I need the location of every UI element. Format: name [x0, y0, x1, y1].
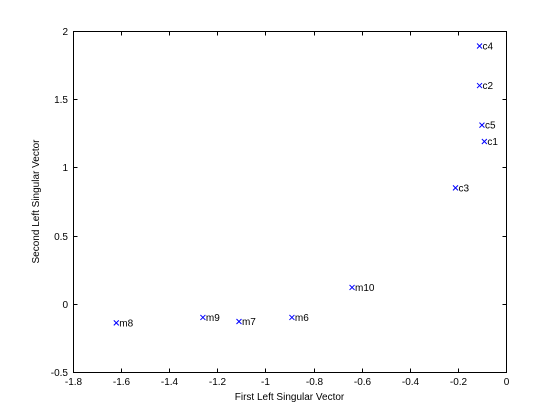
point-label: c4	[483, 42, 494, 53]
x-tick-label: -1.2	[209, 377, 227, 388]
x-tick-label: -1.4	[161, 377, 179, 388]
x-axis: -1.8 -1.6 -1.4 -1.2 -1 -0.8 -0.6 -0.4 -0.2 0	[65, 31, 510, 388]
data-series: c4 c2 c5 c1 c3 m10 m6 m7 m9 m8	[113, 42, 498, 329]
marker-stroke	[476, 43, 483, 49]
point-label: m10	[355, 283, 375, 294]
x-tick-label: -1.8	[65, 377, 83, 388]
data-point: m8	[113, 318, 134, 329]
y-tick-label: 0.5	[54, 232, 68, 243]
marker-stroke	[481, 138, 488, 145]
data-point: m10	[349, 283, 375, 294]
data-point: m6	[289, 313, 309, 324]
x-tick-label: 0	[504, 377, 510, 388]
point-label: c3	[458, 183, 469, 194]
point-label: m7	[242, 317, 256, 328]
data-point: c4	[476, 42, 494, 53]
marker-stroke	[236, 318, 242, 325]
y-tick-label: 0	[62, 300, 68, 311]
marker-stroke	[113, 320, 120, 326]
data-point: m7	[236, 317, 256, 328]
marker-stroke	[200, 314, 206, 321]
point-label: m8	[119, 318, 133, 329]
data-point: c2	[476, 81, 494, 92]
data-point: m9	[200, 313, 220, 324]
marker-stroke	[476, 82, 483, 89]
y-tick-label: 1.5	[54, 95, 68, 106]
marker-stroke	[452, 185, 459, 191]
y-axis-label: Second Left Singular Vector	[31, 139, 42, 264]
y-tick-label: 2	[62, 27, 68, 38]
marker-stroke	[289, 314, 295, 321]
x-tick-label: -1.6	[113, 377, 131, 388]
point-label: c1	[487, 137, 498, 148]
y-axis: -0.5 0 0.5 1 1.5 2	[51, 27, 507, 379]
plot-area	[73, 31, 507, 373]
y-tick-label: 1	[62, 163, 68, 174]
data-point: c5	[479, 121, 496, 132]
point-label: c2	[483, 81, 494, 92]
x-tick-label: -0.2	[450, 377, 468, 388]
marker-stroke	[349, 284, 355, 291]
point-label: m6	[295, 313, 309, 324]
x-tick-label: -0.8	[306, 377, 324, 388]
x-tick-label: -1	[261, 377, 270, 388]
marker-stroke	[479, 122, 485, 128]
y-tick-label: -0.5	[51, 368, 69, 379]
x-tick-label: -0.6	[354, 377, 372, 388]
point-label: m9	[206, 313, 220, 324]
x-axis-label: First Left Singular Vector	[235, 392, 345, 403]
x-tick-label: -0.4	[402, 377, 420, 388]
data-point: c1	[481, 137, 498, 148]
data-point: c3	[452, 183, 469, 194]
point-label: c5	[485, 121, 496, 132]
